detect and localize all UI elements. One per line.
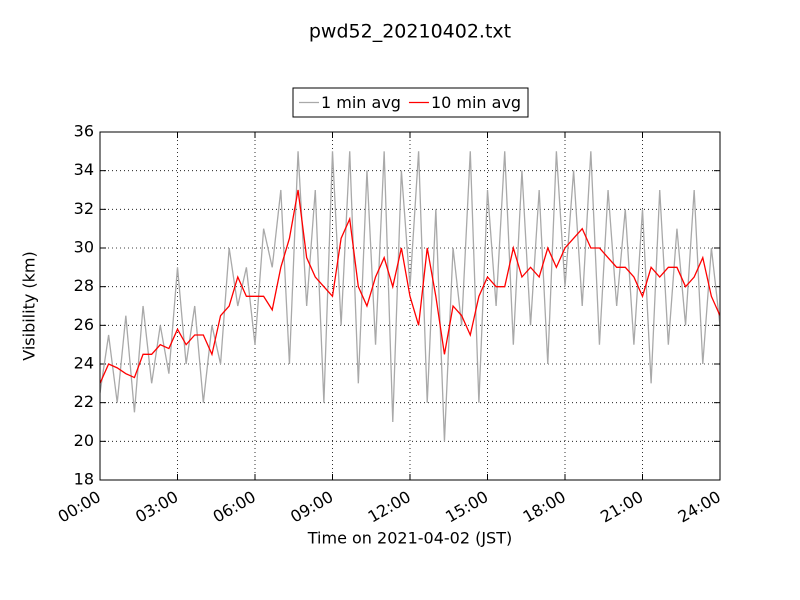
y-tick-label: 24 [74, 354, 94, 373]
y-axis-label: Visibility (km) [20, 251, 39, 360]
chart-title: pwd52_20210402.txt [309, 21, 511, 43]
y-tick-label: 22 [74, 392, 94, 411]
x-axis-label: Time on 2021-04-02 (JST) [307, 529, 512, 548]
y-tick-label: 30 [74, 238, 94, 257]
plot-frame [99, 131, 721, 481]
y-tick-label: 32 [74, 199, 94, 218]
data-line [100, 151, 720, 442]
y-tick-label: 26 [74, 315, 94, 334]
y-tick-label: 20 [74, 431, 94, 450]
legend-label: 10 min avg [431, 93, 521, 112]
y-tick-label: 28 [74, 276, 94, 295]
data-line [100, 189, 720, 384]
legend-label: 1 min avg [321, 93, 401, 112]
y-tick-label: 36 [74, 122, 94, 141]
y-tick-label: 18 [74, 470, 94, 489]
y-tick-label: 34 [74, 160, 94, 179]
